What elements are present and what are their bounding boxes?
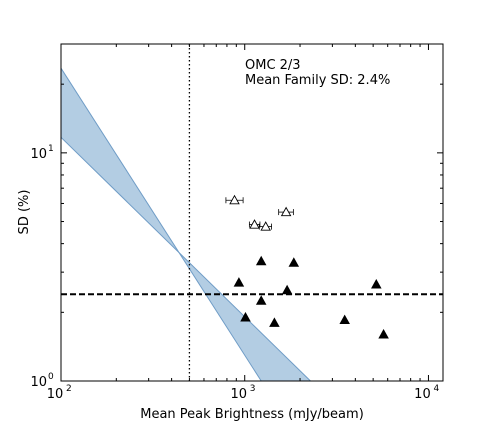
sensitivity-band <box>61 68 311 381</box>
open-triangle-point <box>229 194 240 205</box>
plot-area <box>61 44 443 381</box>
x-axis-title: Mean Peak Brightness (mJy/beam) <box>140 407 364 422</box>
x-tick-label-exponent: 2 <box>66 384 72 394</box>
band-upper-edge <box>61 67 262 381</box>
x-tick-label-exponent: 3 <box>250 384 256 394</box>
filled-triangle-point <box>255 255 267 266</box>
filled-triangle-point <box>255 295 267 305</box>
open-triangle-point <box>249 219 260 229</box>
axes: 10 2 10 3 10 410 010 1 <box>30 43 443 402</box>
filled-triangle-point <box>240 311 251 322</box>
filled-triangle-point <box>378 328 389 339</box>
y-tick-label-exponent: 0 <box>48 372 54 382</box>
annotation-title: OMC 2/3 <box>245 58 301 73</box>
y-tick-label: 10 <box>30 147 47 162</box>
x-tick-label: 10 <box>47 387 64 402</box>
x-tick-label: 10 <box>414 387 431 402</box>
plot-frame <box>60 43 444 382</box>
x-tick-label-exponent: 4 <box>433 384 439 394</box>
open-triangle-point <box>260 221 271 231</box>
x-tick-label: 10 <box>230 387 247 402</box>
filled-triangle-point <box>233 277 245 287</box>
filled-triangle-point <box>339 314 350 325</box>
y-tick-label-exponent: 1 <box>48 144 54 154</box>
band-lower-edge <box>61 136 311 381</box>
y-tick-label: 10 <box>30 375 47 390</box>
y-axis-title: SD (%) <box>17 190 32 235</box>
annotation-mean-sd: Mean Family SD: 2.4% <box>245 73 390 88</box>
filled-triangle-point <box>371 278 382 289</box>
filled-triangle-point <box>281 284 293 295</box>
filled-triangle-point <box>288 257 300 267</box>
open-triangle-point <box>280 206 292 217</box>
filled-triangle-point <box>269 317 280 327</box>
